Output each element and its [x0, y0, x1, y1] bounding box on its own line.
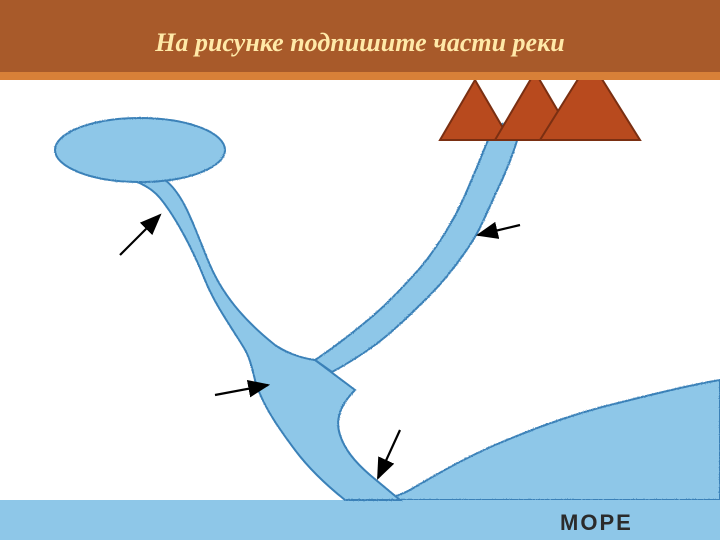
pointer-arrow	[120, 215, 160, 255]
river-tributary	[315, 124, 520, 372]
mountains	[440, 80, 640, 140]
pointer-arrow	[478, 225, 520, 235]
river-diagram	[0, 80, 720, 540]
slide: На рисунке подпишите части реки МОР	[0, 0, 720, 540]
slide-title: На рисунке подпишите части реки	[0, 28, 720, 58]
lake	[55, 118, 225, 182]
sea-label: МОРЕ	[560, 510, 633, 536]
title-underline	[0, 72, 720, 80]
pointer-arrow	[378, 430, 400, 478]
